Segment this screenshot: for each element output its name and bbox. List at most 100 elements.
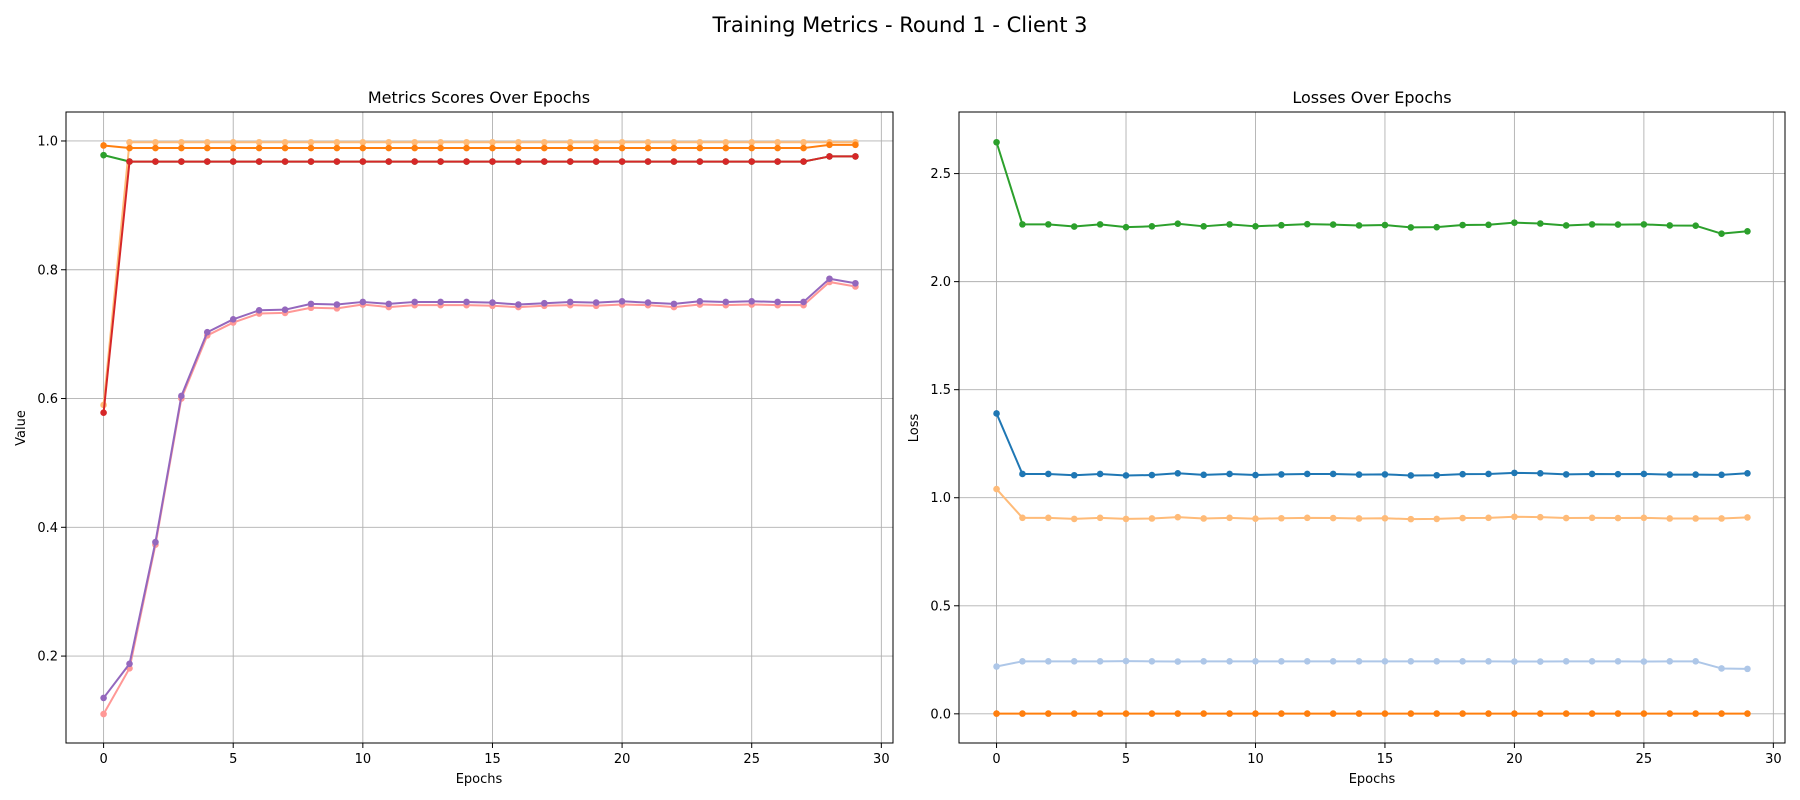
losses-data-point bbox=[1614, 658, 1622, 665]
metrics-data-point bbox=[152, 158, 159, 165]
metrics-xtick-label: 30 bbox=[873, 752, 890, 767]
metrics-data-point bbox=[152, 538, 159, 546]
losses-data-point bbox=[1588, 514, 1596, 522]
metrics-series-line bbox=[102, 141, 856, 406]
metrics-chart-ylabel: Value bbox=[14, 410, 29, 446]
metrics-data-point bbox=[748, 298, 756, 305]
metrics-data-point bbox=[178, 158, 185, 165]
losses-data-point bbox=[1666, 710, 1674, 717]
metrics-data-point bbox=[748, 144, 756, 152]
metrics-data-point bbox=[100, 151, 107, 159]
metrics-data-point bbox=[826, 275, 833, 283]
metrics-data-point bbox=[670, 144, 678, 152]
losses-data-point bbox=[1122, 515, 1130, 523]
metrics-data-point bbox=[126, 144, 133, 152]
losses-data-point bbox=[1045, 221, 1052, 228]
metrics-data-point bbox=[203, 328, 211, 336]
metrics-data-point bbox=[255, 144, 263, 152]
losses-data-point bbox=[1096, 221, 1104, 228]
metrics-data-point bbox=[800, 158, 807, 165]
metrics-data-point bbox=[774, 158, 781, 165]
losses-data-point bbox=[1148, 515, 1156, 522]
losses-data-point bbox=[1148, 471, 1156, 479]
metrics-data-point bbox=[126, 660, 133, 668]
metrics-data-point bbox=[359, 158, 367, 165]
losses-data-point bbox=[1148, 710, 1156, 717]
losses-data-point bbox=[1303, 658, 1311, 665]
losses-ytick-label: 2.5 bbox=[930, 167, 951, 182]
metrics-data-point bbox=[826, 153, 833, 160]
metrics-data-point bbox=[489, 158, 496, 165]
losses-data-point bbox=[1303, 710, 1311, 717]
metrics-data-point bbox=[178, 144, 185, 152]
metrics-data-point bbox=[307, 158, 315, 165]
losses-data-point bbox=[1278, 710, 1285, 717]
losses-data-point bbox=[1614, 470, 1622, 478]
losses-series-5 bbox=[993, 710, 1751, 717]
losses-data-point bbox=[1122, 657, 1130, 665]
losses-data-point bbox=[1303, 470, 1311, 478]
losses-data-point bbox=[1045, 470, 1052, 478]
metrics-data-point bbox=[670, 158, 678, 165]
losses-data-point bbox=[1744, 514, 1751, 521]
losses-data-point bbox=[1096, 470, 1104, 478]
losses-data-point bbox=[1226, 470, 1233, 478]
losses-data-point bbox=[1070, 471, 1078, 479]
losses-data-point bbox=[1744, 665, 1751, 673]
losses-data-point bbox=[1511, 658, 1518, 665]
metrics-data-point bbox=[203, 158, 211, 165]
losses-data-point bbox=[1692, 710, 1699, 717]
metrics-data-point bbox=[852, 141, 859, 149]
losses-data-point bbox=[993, 138, 1000, 146]
metrics-data-point bbox=[100, 142, 107, 149]
losses-data-point bbox=[1692, 222, 1699, 229]
metrics-data-point bbox=[100, 710, 107, 718]
losses-series-2 bbox=[993, 410, 1751, 479]
losses-data-point bbox=[1511, 219, 1518, 226]
losses-xtick-label: 20 bbox=[1506, 752, 1523, 767]
losses-data-point bbox=[1718, 471, 1725, 479]
metrics-series-2 bbox=[100, 141, 859, 152]
losses-data-point bbox=[1045, 710, 1052, 717]
losses-data-point bbox=[1278, 514, 1285, 522]
losses-series-3 bbox=[993, 485, 1751, 523]
losses-xtick-label: 25 bbox=[1636, 752, 1653, 767]
losses-data-point bbox=[1122, 472, 1130, 479]
losses-data-point bbox=[1485, 658, 1492, 665]
losses-xtick-label: 30 bbox=[1765, 752, 1782, 767]
metrics-data-point bbox=[385, 158, 393, 165]
metrics-data-point bbox=[800, 144, 807, 152]
losses-data-point bbox=[1070, 710, 1078, 717]
losses-data-point bbox=[993, 710, 1000, 717]
losses-data-point bbox=[1200, 710, 1207, 717]
metrics-chart-title: Metrics Scores Over Epochs bbox=[368, 88, 590, 107]
metrics-ytick-label: 1.0 bbox=[37, 134, 58, 149]
losses-data-point bbox=[1070, 223, 1078, 230]
metrics-data-point bbox=[126, 158, 133, 165]
losses-data-point bbox=[1588, 221, 1596, 228]
losses-data-point bbox=[1562, 222, 1570, 229]
losses-chart-title: Losses Over Epochs bbox=[1292, 88, 1451, 107]
metrics-data-point bbox=[541, 158, 548, 165]
losses-data-point bbox=[1692, 515, 1699, 522]
metrics-xtick-label: 0 bbox=[99, 752, 107, 767]
losses-data-point bbox=[1019, 221, 1026, 228]
losses-data-point bbox=[1640, 470, 1648, 478]
losses-data-point bbox=[1433, 658, 1441, 665]
metrics-series-6 bbox=[100, 275, 859, 702]
losses-series-line bbox=[995, 413, 1748, 477]
losses-data-point bbox=[1096, 514, 1104, 522]
losses-data-point bbox=[1537, 470, 1544, 477]
losses-xtick-label: 0 bbox=[992, 752, 1000, 767]
losses-data-point bbox=[1381, 221, 1389, 229]
losses-data-point bbox=[1148, 223, 1156, 230]
losses-data-point bbox=[1614, 710, 1622, 717]
losses-data-point bbox=[1562, 658, 1570, 665]
losses-series-line bbox=[995, 488, 1748, 521]
losses-data-point bbox=[1537, 658, 1544, 665]
metrics-data-point bbox=[152, 144, 159, 152]
metrics-ytick-label: 0.8 bbox=[37, 263, 58, 278]
losses-data-point bbox=[1459, 710, 1466, 717]
losses-data-point bbox=[1407, 224, 1415, 231]
metrics-series-4 bbox=[100, 153, 859, 416]
